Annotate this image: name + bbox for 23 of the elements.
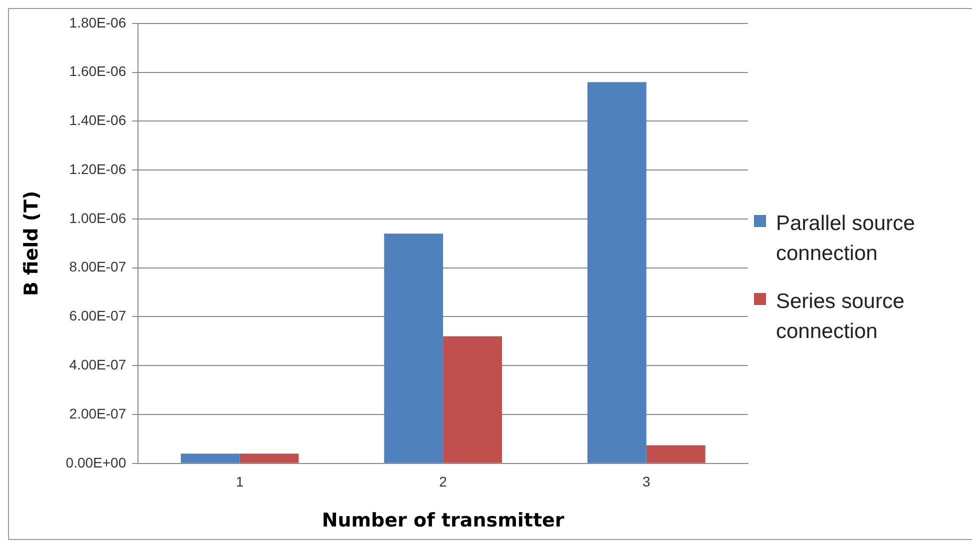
x-tick-label: 2 bbox=[439, 474, 448, 490]
bar bbox=[646, 445, 706, 463]
x-axis-title: Number of transmitter bbox=[322, 510, 565, 532]
legend-label: Series source connection bbox=[776, 289, 906, 345]
y-tick-label: 8.00E-07 bbox=[69, 258, 126, 275]
y-tick-label: 1.00E-06 bbox=[69, 210, 126, 226]
y-tick-label: 1.20E-06 bbox=[69, 160, 126, 177]
y-tick-label: 6.00E-07 bbox=[69, 308, 126, 324]
bar bbox=[587, 82, 646, 463]
bar bbox=[384, 234, 444, 463]
y-tick-label: 1.40E-06 bbox=[69, 112, 126, 128]
y-axis-title: B field (T) bbox=[20, 190, 42, 296]
y-tick-label: 1.60E-06 bbox=[69, 63, 126, 80]
bar bbox=[443, 336, 502, 463]
legend-label: Parallel source connection bbox=[776, 211, 916, 267]
y-tick-label: 2.00E-07 bbox=[69, 405, 126, 422]
bar bbox=[180, 454, 240, 463]
x-tick-label: 3 bbox=[642, 474, 650, 490]
y-tick-label: 0.00E+00 bbox=[66, 454, 126, 470]
bar bbox=[240, 454, 299, 463]
y-tick-label: 4.00E-07 bbox=[69, 356, 126, 372]
y-tick-label: 1.80E-06 bbox=[69, 14, 126, 30]
x-tick-label: 1 bbox=[236, 474, 244, 490]
